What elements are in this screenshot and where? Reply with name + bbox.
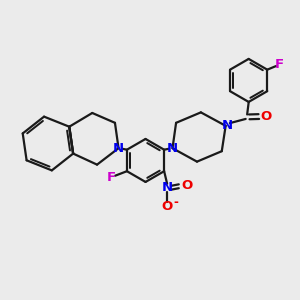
Text: O: O xyxy=(161,200,173,213)
Text: N: N xyxy=(113,142,124,155)
Text: N: N xyxy=(162,181,173,194)
Text: O: O xyxy=(261,110,272,123)
Text: O: O xyxy=(181,179,192,192)
Text: -: - xyxy=(173,196,178,209)
Text: F: F xyxy=(275,58,284,71)
Text: N: N xyxy=(222,119,233,132)
Text: F: F xyxy=(107,171,116,184)
Text: N: N xyxy=(167,142,178,155)
